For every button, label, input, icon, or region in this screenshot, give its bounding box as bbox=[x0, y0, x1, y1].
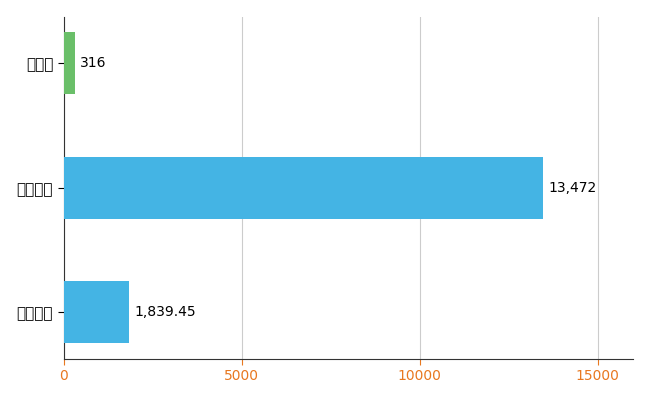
Text: 1,839.45: 1,839.45 bbox=[135, 305, 196, 319]
Text: 13,472: 13,472 bbox=[549, 181, 597, 195]
Bar bbox=[64, 281, 129, 343]
Bar bbox=[64, 32, 75, 94]
Text: 316: 316 bbox=[80, 56, 107, 70]
Bar bbox=[64, 157, 543, 219]
